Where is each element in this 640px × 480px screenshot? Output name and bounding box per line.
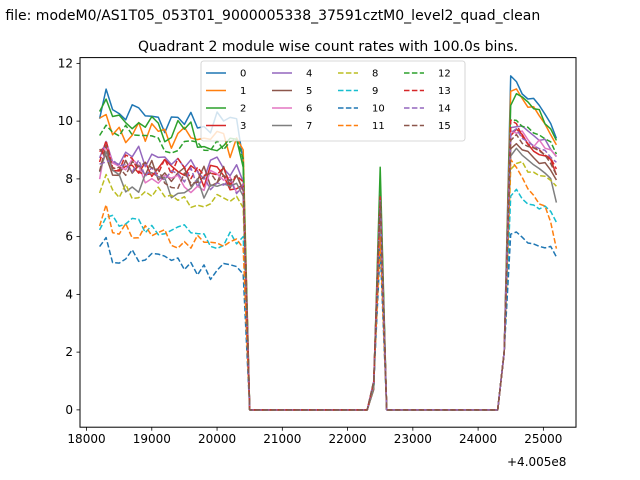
legend-label-3: 3: [240, 121, 246, 132]
series-line-5: [99, 142, 558, 411]
x-tick-label: 23000: [394, 432, 432, 446]
legend-label-0: 0: [240, 69, 246, 80]
figure-suptitle: n file: modeM0/AS1T05_053T01_9000005338_…: [0, 8, 540, 24]
series-line-14: [99, 128, 557, 411]
x-tick-label: 25000: [524, 432, 562, 446]
legend-label-15: 15: [438, 121, 451, 132]
legend-frame: [200, 60, 466, 142]
legend-label-8: 8: [372, 69, 378, 80]
x-tick-label: 18000: [67, 432, 105, 446]
legend-label-10: 10: [372, 104, 385, 115]
series-line-10: [98, 231, 558, 411]
legend-label-12: 12: [438, 69, 451, 80]
series-line-7: [98, 147, 558, 411]
x-tick-label: 24000: [459, 432, 497, 446]
series-line-11: [98, 158, 558, 411]
y-tick-label: 12: [58, 56, 73, 70]
legend-label-1: 1: [240, 86, 246, 97]
series-line-13: [98, 119, 558, 411]
legend-label-11: 11: [372, 121, 385, 132]
legend-label-13: 13: [438, 86, 451, 97]
legend-label-2: 2: [240, 104, 246, 115]
y-axis: 0 2 4 6 8 10 12: [58, 56, 80, 417]
x-tick-label: 20000: [198, 432, 236, 446]
legend-label-7: 7: [306, 121, 312, 132]
series-line-12: [98, 118, 558, 411]
y-tick-label: 4: [65, 287, 73, 301]
y-tick-label: 2: [65, 345, 73, 359]
x-axis-offset-label: +4.005e8: [507, 455, 566, 469]
legend-label-5: 5: [306, 86, 312, 97]
series-line-8: [98, 160, 557, 411]
y-tick-label: 10: [58, 114, 73, 128]
x-tick-label: 21000: [263, 432, 301, 446]
y-tick-label: 8: [65, 172, 73, 186]
legend-label-14: 14: [438, 104, 451, 115]
legend-label-9: 9: [372, 86, 378, 97]
series-line-2: [98, 92, 558, 411]
plot-frame: [79, 57, 577, 428]
y-tick-label: 6: [65, 230, 73, 244]
legend-label-4: 4: [306, 69, 312, 80]
series-line-9: [98, 188, 558, 411]
x-tick-label: 22000: [328, 432, 366, 446]
x-axis: 18000 19000 20000 21000 22000 23000 24000 25000: [67, 427, 562, 446]
chart-title: Quadrant 2 module wise count rates with …: [138, 39, 518, 55]
series-line-15: [98, 133, 558, 411]
legend-label-6: 6: [306, 104, 312, 115]
y-tick-label: 0: [65, 403, 73, 417]
x-tick-label: 19000: [133, 432, 171, 446]
